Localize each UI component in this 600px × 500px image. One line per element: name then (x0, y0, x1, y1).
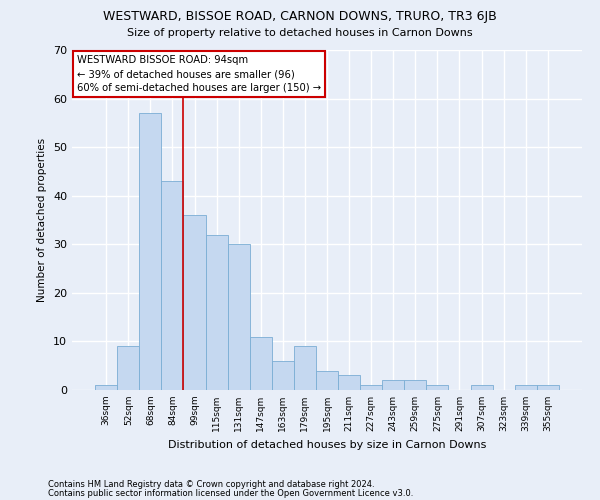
Text: WESTWARD, BISSOE ROAD, CARNON DOWNS, TRURO, TR3 6JB: WESTWARD, BISSOE ROAD, CARNON DOWNS, TRU… (103, 10, 497, 23)
Bar (316, 370, 338, 390)
Bar (250, 336, 272, 390)
Bar (537, 385, 559, 390)
Bar (360, 385, 382, 390)
Bar (206, 234, 227, 390)
Bar (294, 346, 316, 390)
Bar (227, 244, 250, 390)
Bar (184, 215, 206, 390)
Bar (117, 346, 139, 390)
Bar (404, 380, 427, 390)
Text: Contains public sector information licensed under the Open Government Licence v3: Contains public sector information licen… (48, 489, 413, 498)
Bar (338, 376, 360, 390)
Text: Size of property relative to detached houses in Carnon Downs: Size of property relative to detached ho… (127, 28, 473, 38)
Bar (161, 181, 184, 390)
Bar (470, 385, 493, 390)
Bar (382, 380, 404, 390)
Text: Contains HM Land Registry data © Crown copyright and database right 2024.: Contains HM Land Registry data © Crown c… (48, 480, 374, 489)
Bar (515, 385, 537, 390)
Y-axis label: Number of detached properties: Number of detached properties (37, 138, 47, 302)
Bar (427, 385, 448, 390)
Bar (272, 361, 294, 390)
Text: WESTWARD BISSOE ROAD: 94sqm
← 39% of detached houses are smaller (96)
60% of sem: WESTWARD BISSOE ROAD: 94sqm ← 39% of det… (77, 55, 321, 93)
X-axis label: Distribution of detached houses by size in Carnon Downs: Distribution of detached houses by size … (168, 440, 486, 450)
Bar (139, 113, 161, 390)
Bar (95, 385, 117, 390)
